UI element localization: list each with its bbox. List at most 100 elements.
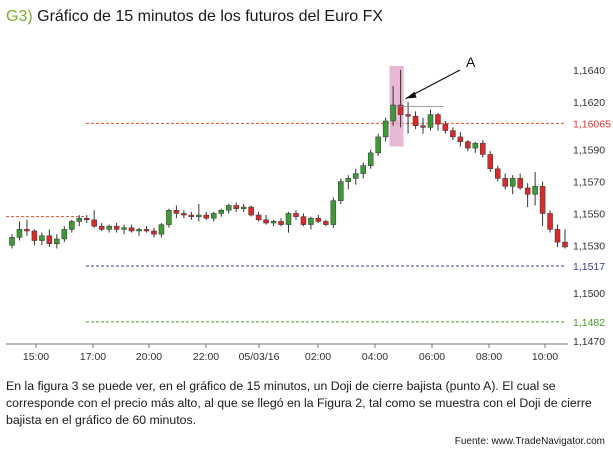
candle-body <box>465 141 471 149</box>
y-tick-label: 1,1590 <box>573 145 605 157</box>
y-tick-label: 1,1620 <box>573 97 605 109</box>
candle-body <box>382 120 389 138</box>
candle-body <box>494 168 501 179</box>
x-tick-label: 05/03/16 <box>239 351 280 363</box>
candle-body <box>562 241 568 248</box>
candle-body <box>248 206 254 216</box>
y-axis: 1,1640 1,1620 1,1590 1,1570 1,1550 1,1530 1,15… <box>573 65 605 348</box>
source-text: Fuente: www.TradeNavigator.com <box>454 436 605 447</box>
candle-body <box>113 225 120 230</box>
annotation-label: A <box>466 54 476 70</box>
candle-body <box>270 221 277 224</box>
candle-body <box>502 178 508 187</box>
candle-body <box>472 143 479 149</box>
chart-title: G3) Gráfico de 15 minutos de los futuros… <box>6 8 383 26</box>
x-tick-label: 08:00 <box>476 351 502 363</box>
candle-body <box>61 229 68 240</box>
candle-body <box>412 115 419 127</box>
candle-body <box>151 230 157 235</box>
x-tick-label: 06:00 <box>419 351 445 363</box>
figure-title: Gráfico de 15 minutos de los futuros del… <box>37 8 384 25</box>
candle-body <box>547 213 553 230</box>
candle-body <box>539 186 546 214</box>
candle-body <box>517 178 523 189</box>
candle-body <box>9 237 15 246</box>
candlestick-chart: 1,16065 1,1517 1,1482 A 1,1640 1,1620 1,1590… <box>6 54 611 363</box>
candle-body <box>457 136 464 142</box>
candle-body <box>166 210 172 225</box>
candle-body <box>420 125 426 128</box>
candle-body <box>509 178 516 187</box>
candle-body <box>367 152 374 166</box>
figure-tag: G3) <box>6 8 33 25</box>
candle-body <box>442 123 449 131</box>
candle-body <box>308 217 314 225</box>
y-tick-label: 1,1530 <box>573 240 605 252</box>
candle-body <box>405 114 411 117</box>
candle-body <box>225 205 232 211</box>
candle-body <box>39 235 45 241</box>
candle-body <box>31 230 38 241</box>
candle-body <box>293 213 299 217</box>
candle-body <box>255 214 262 221</box>
candle-body <box>330 200 337 225</box>
candle-body <box>375 136 381 154</box>
candle-body <box>24 229 30 232</box>
candle-body <box>360 165 366 174</box>
candle-body <box>188 214 195 217</box>
candle-body <box>128 227 135 232</box>
candle-body <box>487 154 494 170</box>
x-tick-label: 17:00 <box>80 351 106 363</box>
candle-body <box>524 187 531 195</box>
candle-body <box>435 114 441 125</box>
candle-body <box>554 229 561 243</box>
y-tick-label: 1,1550 <box>573 208 605 220</box>
candle-body <box>240 206 247 209</box>
candle-body <box>173 210 180 214</box>
candle-body <box>427 114 434 128</box>
candle-body <box>450 130 456 138</box>
x-tick-label: 04:00 <box>362 351 388 363</box>
candle-body <box>353 173 359 179</box>
candle-body <box>233 205 239 209</box>
candle-body <box>83 217 90 221</box>
y-tick-label: 1,1640 <box>573 65 605 77</box>
price-levels: 1,16065 1,1517 1,1482 <box>6 118 611 329</box>
candle-body <box>323 221 329 225</box>
candle-body <box>203 214 210 219</box>
candle-body <box>285 213 292 225</box>
x-tick-label: 15:00 <box>23 351 49 363</box>
candle-body <box>54 238 60 244</box>
candle-body <box>98 225 105 230</box>
candle-body <box>315 217 322 222</box>
candle-body <box>278 221 284 225</box>
y-tick-label: 1,1500 <box>573 288 605 300</box>
caption-text: En la figura 3 se puede ver, en el gráfi… <box>6 379 592 427</box>
candle-body <box>143 229 150 232</box>
y-tick-label: 1,1570 <box>573 177 605 189</box>
candle-body <box>397 104 404 115</box>
x-tick-label: 10:00 <box>532 351 558 363</box>
candle-body <box>211 213 217 219</box>
annotation: A <box>394 54 476 108</box>
candle-body <box>76 217 83 222</box>
candle-body <box>300 216 307 225</box>
candle-body <box>46 235 53 244</box>
candle-body <box>136 229 142 232</box>
candle-body <box>91 219 97 227</box>
level-label-0: 1,16065 <box>573 118 611 130</box>
candle-body <box>181 213 187 216</box>
candle-body <box>263 219 269 224</box>
x-tick-label: 20:00 <box>136 351 162 363</box>
arrow-head <box>405 91 417 99</box>
candle-body <box>338 181 344 201</box>
x-axis: 15:00 17:00 20:00 22:00 05/03/16 02:00 04:00 06… <box>6 343 568 363</box>
level-label-1: 1,1517 <box>573 261 605 273</box>
candle-body <box>390 104 396 122</box>
candle-body <box>106 225 112 230</box>
level-label-2: 1,1482 <box>573 317 605 329</box>
candle-body <box>532 186 538 195</box>
candle-body <box>16 229 23 238</box>
candle-body <box>158 224 165 235</box>
candle-body <box>480 143 486 155</box>
